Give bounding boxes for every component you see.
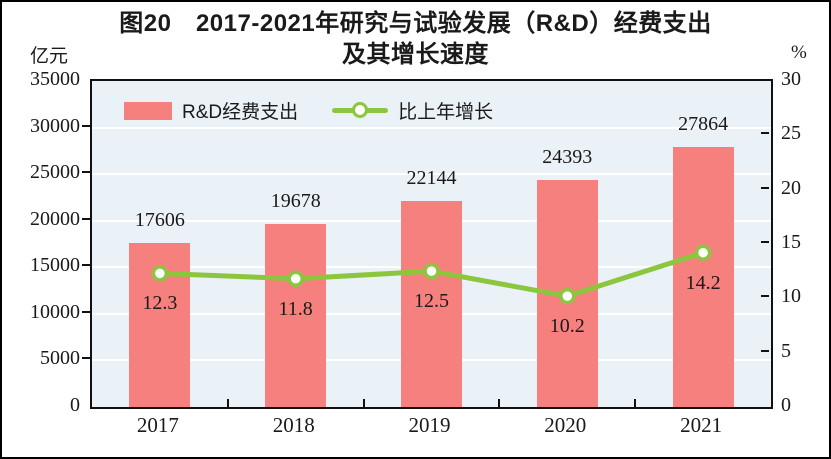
bar-series-legend-label: R&D经费支出 [182,102,299,123]
plot-area: 17606 19678 22144 24393 27864 12.3 11.8 12.5 10.… [90,79,773,409]
legend-item-bar-series: R&D经费支出 [124,97,298,124]
legend: R&D经费支出 比上年增长 [124,97,493,124]
left-tickmark-30000 [82,124,90,127]
growth-value-label-2017: 12.3 [142,292,178,315]
left-tickmark-25000 [82,171,90,174]
growth-marker-2017 [151,265,169,282]
legend-item-line-series: 比上年增长 [332,97,493,124]
left-tickmark-10000 [82,310,90,313]
right-tick-label-5: 5 [781,339,791,362]
line-series-layer [151,244,712,305]
gridline-30000 [92,126,771,129]
x-axis-label-2017: 2017 [136,413,179,437]
x-axis-tickmark-2 [362,399,365,407]
x-axis-tickmark-1 [226,399,229,407]
x-axis-label-2020: 2020 [544,413,587,437]
growth-value-label-2019: 12.5 [414,290,449,313]
bar-2019 [401,200,462,407]
x-axis-label-2018: 2018 [272,413,315,437]
growth-marker-2019 [423,262,440,280]
chart-title-line1: 图20 2017-2021年研究与试验发展（R&D）经费支出 [119,10,712,37]
right-tickmark-15 [761,241,769,243]
bar-value-label-2017: 17606 [134,209,185,231]
right-tick-label-20: 20 [781,176,801,199]
line-series-legend-label: 比上年增长 [398,102,494,123]
right-axis-unit-label: % [791,42,807,63]
bar-value-label-2018: 19678 [270,189,321,212]
growth-value-label-2020: 10.2 [549,315,585,338]
line-marker-dot-icon [352,102,369,118]
bar-series-swatch-icon [124,101,172,120]
left-tick-label-0: 0 [70,394,80,416]
right-tickmark-5 [761,349,769,352]
right-tick-label-30: 30 [781,68,801,90]
growth-value-label-2018: 11.8 [278,297,313,320]
left-tick-label-35000: 35000 [30,68,80,90]
x-axis-tickmark-3 [498,399,501,407]
right-tickmark-25 [761,132,769,135]
right-tick-label-25: 25 [781,122,801,145]
right-tick-label-10: 10 [781,285,801,308]
left-axis-unit-label: 亿元 [30,46,69,67]
x-axis-tickmark-4 [634,399,637,407]
left-tickmark-20000 [82,217,90,220]
left-tick-label-5000: 5000 [40,347,80,370]
left-tick-label-30000: 30000 [30,114,80,137]
left-tick-label-20000: 20000 [30,207,80,230]
growth-marker-2018 [287,270,304,288]
right-tickmark-10 [761,295,769,298]
x-axis-label-2021: 2021 [680,413,723,437]
left-tick-label-25000: 25000 [30,161,80,184]
growth-marker-2021 [694,244,712,261]
line-series-marker-icon [332,102,389,118]
chart-title: 图20 2017-2021年研究与试验发展（R&D）经费支出 及其增长速度 [2,8,829,70]
gridline-25000 [92,173,771,176]
right-tick-label-0: 0 [781,394,791,416]
left-tickmark-15000 [82,264,90,267]
left-tick-label-15000: 15000 [30,254,80,277]
right-tick-label-15: 15 [781,231,801,253]
growth-value-label-2021: 14.2 [685,271,721,294]
left-tickmark-5000 [82,357,90,360]
growth-marker-2020 [559,287,576,305]
right-tickmark-20 [761,186,769,189]
left-tick-label-10000: 10000 [30,300,80,323]
chart-title-line2: 及其增长速度 [342,41,489,68]
x-axis-label-2019: 2019 [408,413,451,437]
bar-value-label-2019: 22144 [406,166,457,189]
bar-value-label-2021: 27864 [678,113,729,136]
bar-value-label-2020: 24393 [542,145,593,168]
bar-2021 [672,147,734,407]
bar-2018 [265,223,327,407]
